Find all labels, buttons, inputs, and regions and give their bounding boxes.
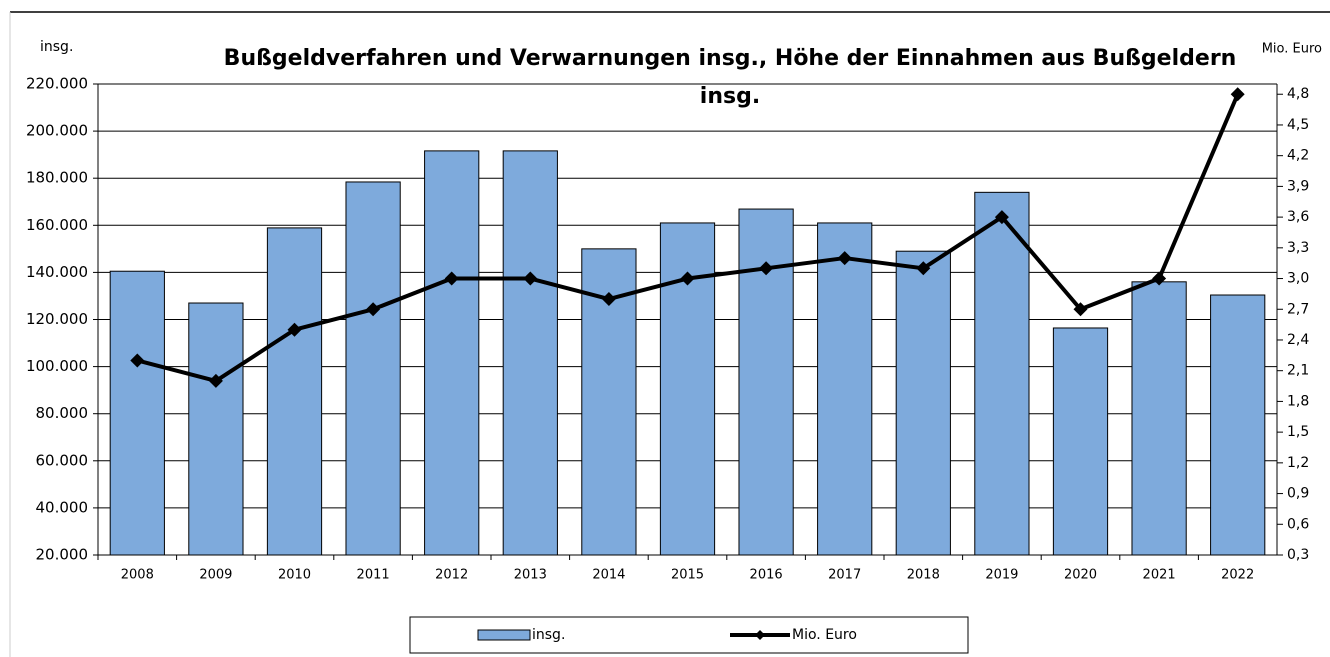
x-tick-label: 2010 <box>278 568 311 583</box>
bar <box>345 181 401 556</box>
y-tick-label: 100.000 <box>26 357 88 375</box>
bar <box>109 270 165 556</box>
x-tick-label: 2013 <box>514 568 547 583</box>
bar <box>974 191 1030 556</box>
marker <box>1073 302 1088 317</box>
bar <box>188 302 244 556</box>
y-tick-label: 200.000 <box>26 122 88 140</box>
marker <box>287 322 302 337</box>
marker <box>1230 87 1245 102</box>
x-tick-label: 2011 <box>357 568 390 583</box>
marker <box>680 271 695 286</box>
marker <box>130 353 145 368</box>
y2-tick-label: 4,8 <box>1287 86 1309 102</box>
y2-tick-label: 3,6 <box>1287 209 1309 225</box>
y2-tick-label: 1,5 <box>1287 424 1309 440</box>
y-tick-label: 40.000 <box>36 498 89 516</box>
x-tick-label: 2017 <box>828 568 861 583</box>
bar <box>502 150 558 556</box>
chart-title: Bußgeldverfahren und Verwarnungen insg.,… <box>223 46 1237 109</box>
y2-tick-label: 4,5 <box>1287 117 1309 133</box>
bar <box>1210 294 1266 556</box>
y2-tick-label: 3,9 <box>1287 178 1309 194</box>
bar <box>738 208 794 556</box>
marker <box>994 210 1009 225</box>
y-tick-label: 160.000 <box>26 216 88 234</box>
y2-tick-label: 2,7 <box>1287 301 1309 317</box>
x-tick-label: 2020 <box>1064 568 1097 583</box>
legend-label: Mio. Euro <box>792 627 857 643</box>
x-tick-label: 2022 <box>1221 568 1254 583</box>
bar <box>1052 327 1109 556</box>
bar <box>424 150 480 556</box>
legend-swatch <box>755 630 765 640</box>
y2-tick-label: 2,1 <box>1287 363 1309 379</box>
y-tick-label: 20.000 <box>36 546 89 564</box>
legend-swatch <box>477 629 531 641</box>
y2-tick-label: 3,0 <box>1287 271 1309 287</box>
x-tick-label: 2016 <box>750 568 783 583</box>
y2-tick-label: 0,9 <box>1287 486 1309 502</box>
marker <box>523 271 538 286</box>
y2-tick-label: 3,3 <box>1287 240 1309 256</box>
x-tick-label: 2018 <box>907 568 940 583</box>
x-tick-label: 2019 <box>985 568 1018 583</box>
y-tick-label: 60.000 <box>36 451 89 469</box>
bar <box>817 222 873 556</box>
x-tick-label: 2008 <box>121 568 154 583</box>
y2-tick-label: 2,4 <box>1287 332 1309 348</box>
x-tick-label: 2015 <box>671 568 704 583</box>
marker <box>601 292 616 307</box>
y-tick-label: 140.000 <box>26 263 88 281</box>
marker <box>1152 271 1167 286</box>
marker <box>759 261 774 276</box>
x-tick-label: 2014 <box>592 568 625 583</box>
x-tick-label: 2009 <box>199 568 232 583</box>
y2-axis-label: Mio. Euro <box>1262 42 1322 57</box>
marker <box>208 373 223 388</box>
x-tick-label: 2021 <box>1143 568 1176 583</box>
y-tick-label: 180.000 <box>26 169 88 187</box>
y2-tick-label: 1,8 <box>1287 393 1309 409</box>
y2-tick-label: 1,2 <box>1287 455 1309 471</box>
y-tick-label: 80.000 <box>36 404 89 422</box>
y2-tick-label: 0,6 <box>1287 516 1309 532</box>
bar <box>266 227 323 556</box>
y-tick-label: 220.000 <box>26 75 88 93</box>
y2-tick-label: 4,2 <box>1287 148 1309 164</box>
bar <box>895 250 951 556</box>
x-tick-label: 2012 <box>435 568 468 583</box>
marker <box>916 261 931 276</box>
legend-label: insg. <box>532 627 565 643</box>
marker <box>444 271 459 286</box>
bar <box>1131 281 1187 556</box>
y2-tick-label: 0,3 <box>1287 547 1309 563</box>
marker <box>837 251 852 266</box>
y-tick-label: 120.000 <box>26 310 88 328</box>
y-axis-label: insg. <box>40 39 73 55</box>
marker <box>366 302 381 317</box>
